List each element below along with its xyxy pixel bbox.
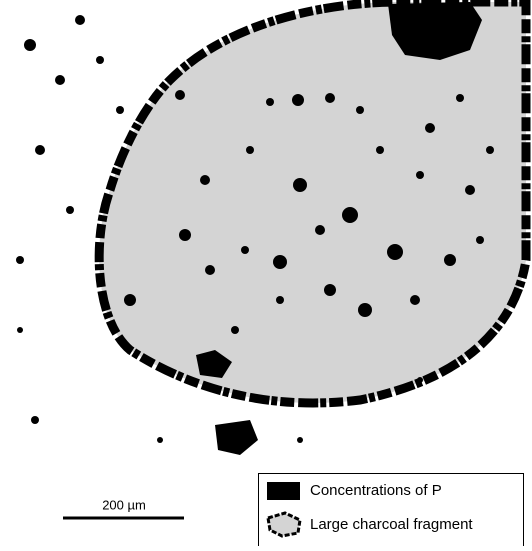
charcoal-fragment <box>99 2 526 403</box>
legend-label: Concentrations of P <box>310 482 442 499</box>
p-concentration <box>215 420 258 455</box>
legend-swatch <box>267 482 300 500</box>
legend: Concentrations of P Large charcoal fragm… <box>259 474 524 547</box>
micrograph <box>16 2 526 455</box>
legend-label: Large charcoal fragment <box>310 516 473 533</box>
figure: 200 µm Concentrations of P Large charcoa… <box>0 0 532 546</box>
scale-bar-label: 200 µm <box>102 497 146 512</box>
page: 200 µm Concentrations of P Large charcoa… <box>0 0 532 546</box>
